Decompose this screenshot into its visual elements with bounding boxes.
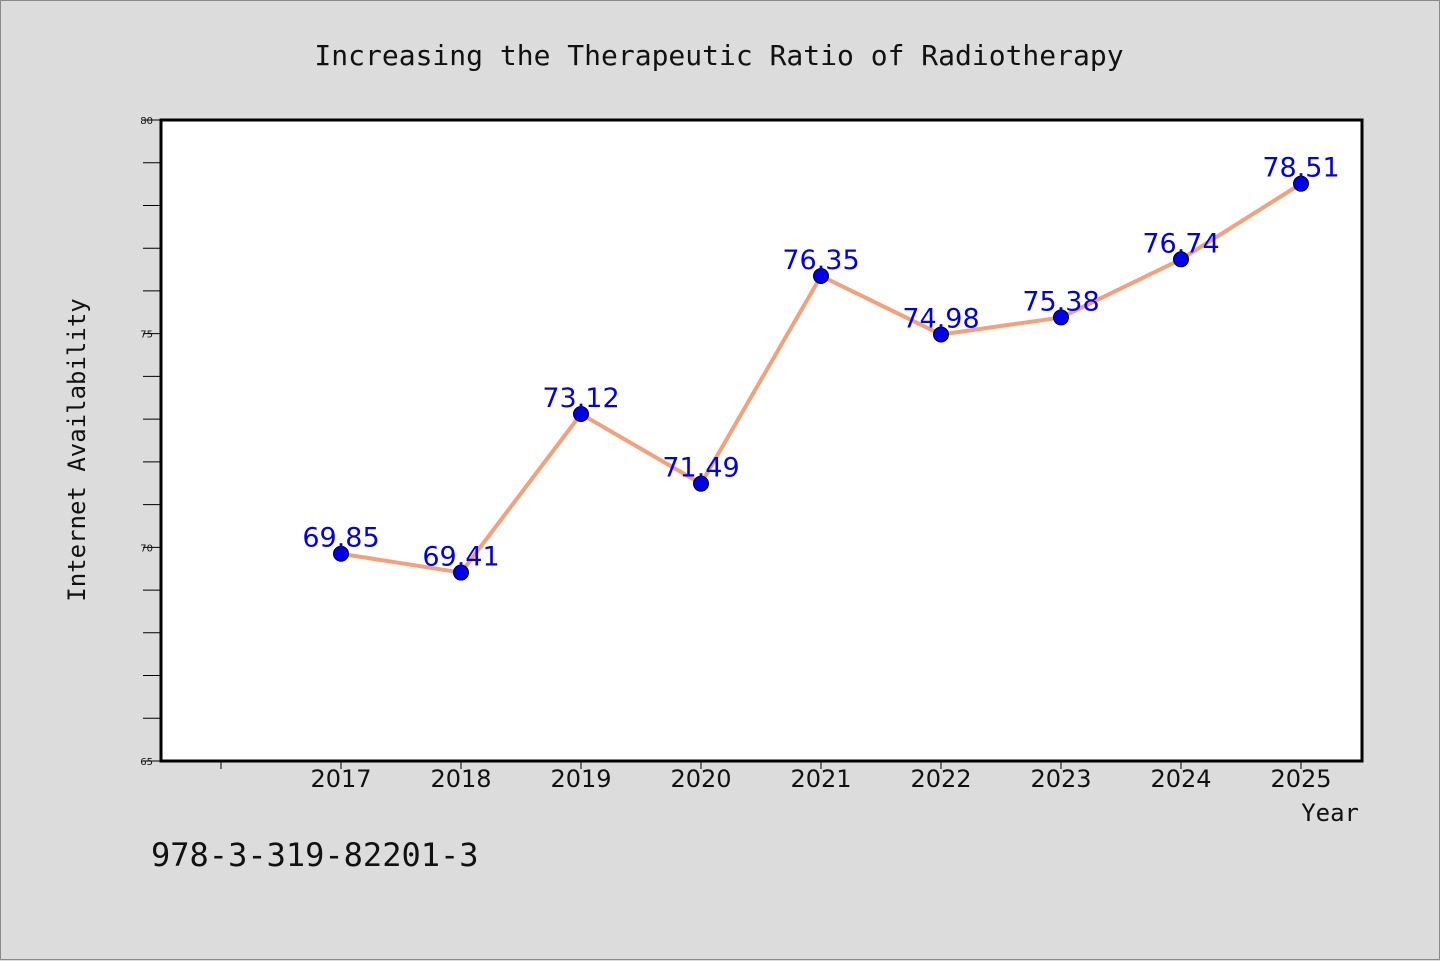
data-point — [1293, 175, 1309, 192]
data-label: 69.41 — [422, 542, 499, 573]
isbn-text: 978-3-319-82201-3 — [151, 836, 479, 874]
y-tick-label: 75 — [140, 330, 153, 341]
y-tick-label: 80 — [140, 116, 153, 127]
series-line: 69.85 69.41 73.12 71.49 76.35 74.98 75.38 76.74… — [302, 153, 1340, 581]
y-axis: 65 70 75 80 — [140, 116, 161, 768]
data-point — [1053, 309, 1069, 326]
y-axis-label: Internet Availability — [63, 298, 91, 601]
x-tick-label: 2022 — [910, 765, 971, 793]
data-point — [333, 545, 349, 562]
data-label: 71.49 — [662, 453, 739, 484]
data-point — [573, 406, 589, 423]
chart-title: Increasing the Therapeutic Ratio of Radi… — [314, 39, 1123, 72]
data-point — [693, 475, 709, 492]
x-axis-label: Year — [1301, 799, 1359, 827]
data-label: 69.85 — [302, 523, 379, 554]
data-point — [933, 326, 949, 343]
x-axis: 2017 2018 2019 2020 2021 2022 2023 2024 2025 — [220, 761, 1332, 793]
data-label: 74.98 — [902, 304, 979, 335]
data-label: 73.12 — [542, 383, 619, 414]
data-label: 75.38 — [1022, 286, 1099, 317]
x-tick-label: 2018 — [430, 765, 491, 793]
data-point — [453, 564, 469, 581]
data-label: 76.35 — [782, 245, 859, 276]
x-tick-label: 2025 — [1270, 765, 1331, 793]
x-tick-label: 2017 — [310, 765, 371, 793]
data-label: 76.74 — [1142, 228, 1219, 259]
x-tick-label: 2024 — [1150, 765, 1211, 793]
x-tick-label: 2020 — [670, 765, 731, 793]
y-tick-label: 65 — [140, 757, 153, 768]
x-tick-label: 2021 — [790, 765, 851, 793]
data-point — [813, 267, 829, 284]
x-tick-label: 2019 — [550, 765, 611, 793]
y-tick-label: 70 — [140, 543, 153, 554]
x-tick-label: 2023 — [1030, 765, 1091, 793]
data-label: 78.51 — [1262, 153, 1339, 184]
plot-area — [159, 118, 1364, 763]
data-point — [1173, 251, 1189, 268]
